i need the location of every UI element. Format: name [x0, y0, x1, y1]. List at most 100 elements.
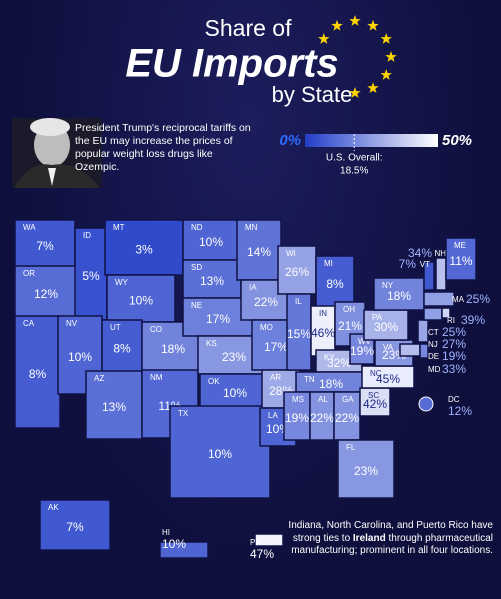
star	[349, 15, 361, 26]
state-abbr: TX	[178, 409, 189, 418]
state-value: 23%	[222, 350, 246, 364]
state-value: 18%	[161, 342, 185, 356]
state-value: 8%	[29, 367, 47, 381]
state-value: 12%	[448, 404, 472, 418]
state	[363, 309, 409, 341]
state-value: 23%	[354, 464, 378, 478]
state	[399, 343, 421, 357]
state-value: 10%	[199, 235, 223, 249]
state-abbr: IL	[295, 297, 302, 306]
state	[423, 261, 435, 291]
overall-value: 18.5%	[340, 166, 368, 177]
star	[367, 19, 379, 31]
state	[85, 370, 143, 440]
state-value: 11%	[449, 254, 472, 268]
state-abbr: DC	[448, 395, 460, 404]
state-abbr: NM	[150, 373, 163, 382]
state	[417, 319, 429, 343]
state	[337, 439, 395, 499]
state-abbr: MT	[113, 223, 125, 232]
state-value: 18%	[387, 289, 411, 303]
state-value: 25%	[466, 292, 490, 306]
state-abbr: NC	[370, 369, 382, 378]
state	[423, 307, 443, 321]
state-value: 7%	[399, 257, 417, 271]
state-value: 18%	[319, 377, 343, 391]
state	[159, 541, 209, 559]
state-abbr: MS	[292, 395, 304, 404]
state	[74, 227, 108, 321]
state-value: 27%	[442, 337, 466, 351]
state-value: 8%	[113, 342, 131, 356]
state-abbr: ND	[191, 223, 203, 232]
state-abbr: PR	[250, 538, 261, 547]
state-abbr: IA	[249, 283, 257, 292]
star	[318, 33, 330, 44]
state	[286, 293, 312, 371]
state-abbr: DE	[428, 352, 439, 361]
state-abbr: HI	[162, 528, 170, 537]
state	[199, 373, 271, 409]
state-value: 45%	[376, 372, 400, 386]
state-abbr: MO	[260, 323, 273, 332]
state-abbr: AK	[48, 503, 59, 512]
state-value: 39%	[461, 313, 485, 327]
state-value: 22%	[335, 411, 359, 425]
state	[423, 291, 455, 307]
state-value: 22%	[254, 295, 278, 309]
footnote-emphasis: Ireland	[352, 532, 386, 544]
state-abbr: MA	[452, 295, 465, 304]
state-abbr: ME	[454, 241, 466, 250]
state-abbr: VA	[383, 343, 394, 352]
star	[385, 51, 397, 62]
title-main: EU Imports	[125, 42, 338, 86]
state-value: 12%	[34, 287, 58, 301]
state-value: 10%	[162, 537, 186, 551]
state	[14, 315, 61, 429]
state	[106, 274, 176, 323]
state	[445, 237, 477, 281]
state-value: 7%	[36, 239, 54, 253]
state	[359, 387, 391, 417]
state	[373, 277, 425, 311]
state-abbr: AZ	[94, 374, 104, 383]
state-value: 33%	[442, 362, 466, 376]
state-value: 19%	[285, 411, 309, 425]
state-value: 19%	[350, 344, 374, 358]
state-value: 47%	[250, 547, 274, 561]
state-abbr: SC	[368, 391, 379, 400]
state-abbr: NH	[434, 249, 446, 258]
state-value: 46%	[311, 326, 335, 340]
star	[331, 19, 343, 31]
state-abbr: MN	[245, 223, 258, 232]
title-line: Share of	[205, 15, 293, 41]
state	[182, 259, 242, 299]
state-abbr: MI	[324, 259, 333, 268]
state-abbr: CO	[150, 325, 162, 334]
star	[380, 33, 392, 44]
state	[39, 499, 111, 551]
state-value: 25%	[442, 325, 466, 339]
state-value: 26%	[285, 265, 309, 279]
state-abbr: UT	[110, 323, 121, 332]
state-abbr: CA	[23, 319, 35, 328]
overall-label: U.S. Overall:	[326, 153, 383, 164]
state-abbr: NJ	[428, 340, 438, 349]
star	[349, 87, 361, 98]
legend-max-label: 50%	[442, 132, 472, 149]
state-value: 17%	[264, 340, 288, 354]
state-value: 10%	[223, 386, 247, 400]
state-abbr: VT	[420, 260, 430, 269]
legend-bar	[305, 134, 438, 147]
footnote-text: Indiana, North Carolina, and Puerto Rico…	[288, 520, 493, 544]
caption: President Trump's reciprocal tariffs on …	[75, 122, 251, 173]
title-line: by State	[272, 82, 353, 107]
state-abbr: OH	[343, 305, 355, 314]
state	[277, 245, 317, 295]
state	[435, 257, 447, 291]
state-value: 3%	[135, 243, 153, 257]
state-value: 8%	[326, 277, 344, 291]
state-abbr: AR	[270, 373, 281, 382]
photo	[12, 118, 102, 188]
